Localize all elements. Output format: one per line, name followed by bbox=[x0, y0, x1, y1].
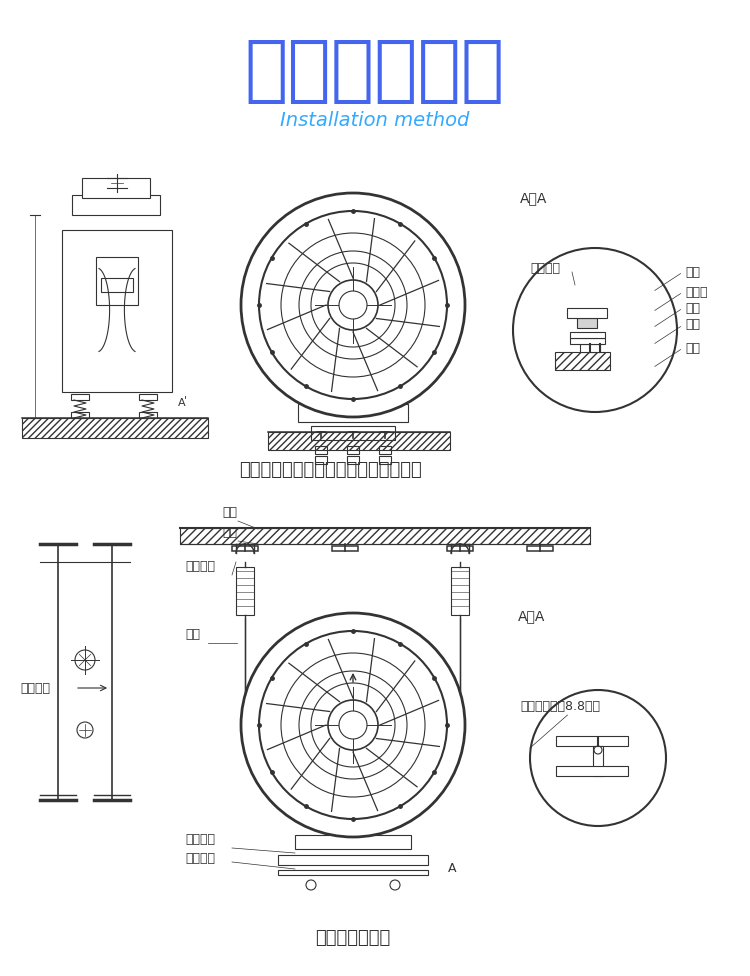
Text: Installation method: Installation method bbox=[280, 110, 470, 130]
Circle shape bbox=[241, 613, 465, 837]
Text: 轴流式风机吊装: 轴流式风机吊装 bbox=[315, 929, 391, 947]
Text: 高强度螺栓（8.8级）: 高强度螺栓（8.8级） bbox=[520, 700, 600, 713]
Bar bbox=[447, 546, 473, 551]
Circle shape bbox=[306, 880, 316, 890]
Bar bbox=[379, 456, 391, 464]
Circle shape bbox=[339, 291, 367, 319]
Bar bbox=[180, 528, 590, 544]
Bar bbox=[268, 432, 450, 450]
Bar bbox=[71, 412, 89, 418]
Bar bbox=[570, 332, 605, 338]
Circle shape bbox=[259, 631, 447, 819]
Bar bbox=[311, 426, 395, 440]
Bar bbox=[71, 394, 89, 400]
Text: 压板: 压板 bbox=[685, 302, 700, 314]
Text: A: A bbox=[448, 862, 457, 875]
Circle shape bbox=[530, 690, 666, 826]
Bar bbox=[580, 344, 600, 352]
Bar bbox=[593, 746, 603, 776]
Circle shape bbox=[513, 248, 677, 412]
Bar bbox=[101, 278, 133, 292]
Text: 安装方式示意: 安装方式示意 bbox=[244, 37, 506, 106]
Bar bbox=[570, 338, 605, 344]
Text: 基础: 基础 bbox=[222, 506, 237, 519]
Bar bbox=[527, 546, 553, 551]
Text: 轴流机风机落地安装（带弹簧减振器）: 轴流机风机落地安装（带弹簧减振器） bbox=[238, 461, 422, 479]
Bar bbox=[232, 546, 258, 551]
Circle shape bbox=[259, 211, 447, 399]
Text: 风机底座: 风机底座 bbox=[530, 262, 560, 274]
Bar bbox=[577, 318, 597, 328]
Bar bbox=[22, 418, 208, 438]
Text: A－A: A－A bbox=[520, 191, 548, 205]
Circle shape bbox=[390, 880, 400, 890]
Bar bbox=[315, 456, 327, 464]
Bar bbox=[298, 404, 408, 422]
Bar bbox=[62, 230, 172, 392]
Bar bbox=[236, 567, 254, 615]
Bar bbox=[451, 567, 469, 615]
Circle shape bbox=[241, 193, 465, 417]
Circle shape bbox=[328, 280, 378, 330]
Text: ': ' bbox=[184, 395, 188, 405]
Bar bbox=[295, 835, 411, 849]
Text: 基础: 基础 bbox=[685, 342, 700, 354]
Text: 槽钢支架: 槽钢支架 bbox=[185, 852, 215, 865]
Bar bbox=[139, 394, 157, 400]
Bar bbox=[332, 546, 358, 551]
Circle shape bbox=[339, 711, 367, 739]
Text: 风机底脚: 风机底脚 bbox=[185, 833, 215, 846]
Bar bbox=[139, 412, 157, 418]
Bar bbox=[555, 352, 610, 370]
Bar bbox=[347, 446, 359, 454]
Bar bbox=[556, 736, 628, 746]
Bar bbox=[82, 178, 150, 198]
Text: 吊杆: 吊杆 bbox=[185, 628, 200, 641]
Text: 减振吊钩: 减振吊钩 bbox=[185, 560, 215, 573]
Bar bbox=[379, 446, 391, 454]
Bar bbox=[96, 257, 138, 305]
Text: 吊钩: 吊钩 bbox=[222, 526, 237, 539]
Bar bbox=[556, 766, 628, 776]
Text: 螺栓: 螺栓 bbox=[685, 265, 700, 278]
Bar bbox=[278, 855, 428, 865]
Bar bbox=[278, 870, 428, 875]
Circle shape bbox=[328, 700, 378, 750]
Text: 气流方向: 气流方向 bbox=[20, 681, 50, 695]
Bar bbox=[347, 456, 359, 464]
Bar bbox=[315, 446, 327, 454]
Text: 减震器: 减震器 bbox=[685, 286, 707, 299]
Text: A: A bbox=[178, 398, 186, 408]
Text: A－A: A－A bbox=[518, 609, 545, 623]
Bar bbox=[567, 308, 607, 318]
Bar bbox=[72, 195, 160, 215]
Text: 螺栓: 螺栓 bbox=[685, 318, 700, 332]
